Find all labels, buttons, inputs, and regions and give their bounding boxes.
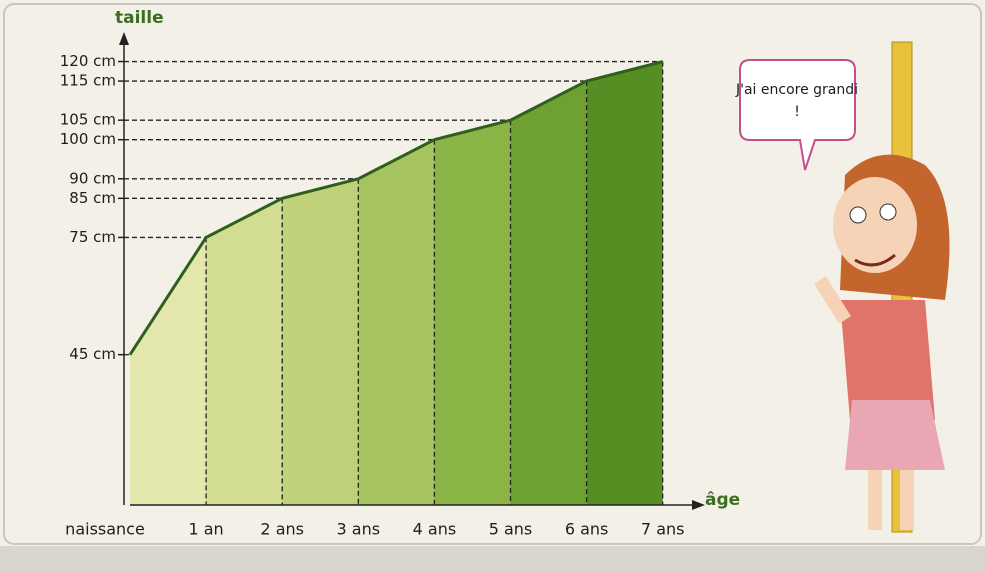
x-tick-label: naissance [65,520,145,539]
area-segment [511,81,587,505]
area-segment [587,62,663,505]
y-tick-label: 75 cm [69,228,116,246]
y-axis-label: taille [115,8,164,28]
x-axis-label: âge [705,490,740,510]
area-segment [434,120,510,505]
skirt [845,400,945,470]
x-tick-label: 7 ans [641,520,685,539]
y-tick-label: 120 cm [60,52,116,70]
x-tick-label: 5 ans [489,520,533,539]
area-segment [358,140,434,505]
face [833,177,917,273]
x-tick-label: 1 an [188,520,223,539]
y-tick-label: 115 cm [60,72,116,90]
area-segment [282,179,358,505]
x-tick-label: 3 ans [337,520,381,539]
y-tick-label: 85 cm [69,189,116,207]
x-tick-label: 4 ans [413,520,457,539]
area-segment [206,198,282,505]
y-tick-label: 90 cm [69,169,116,187]
bottom-strip [0,546,985,571]
y-tick-label: 105 cm [60,111,116,129]
chart: J'ai encore grandi! taille âge naissance… [0,0,985,571]
y-tick-label: 45 cm [69,345,116,363]
y-tick-label: 100 cm [60,130,116,148]
x-tick-label: 6 ans [565,520,609,539]
x-tick-label: 2 ans [260,520,304,539]
